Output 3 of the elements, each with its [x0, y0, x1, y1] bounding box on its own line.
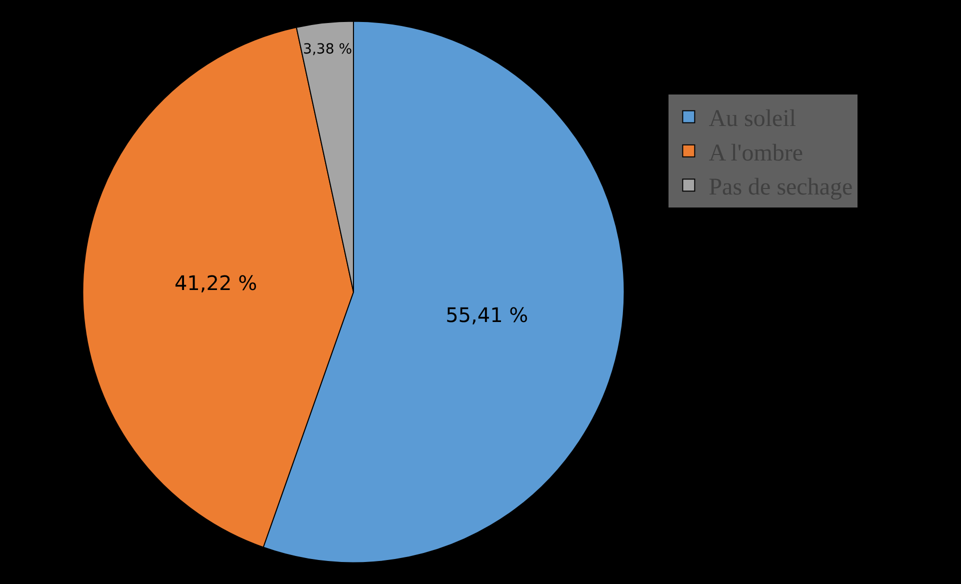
data-label: 55,41 % [446, 302, 528, 327]
data-label: 41,22 % [174, 271, 258, 296]
data-label: 3,38 % [303, 42, 352, 58]
